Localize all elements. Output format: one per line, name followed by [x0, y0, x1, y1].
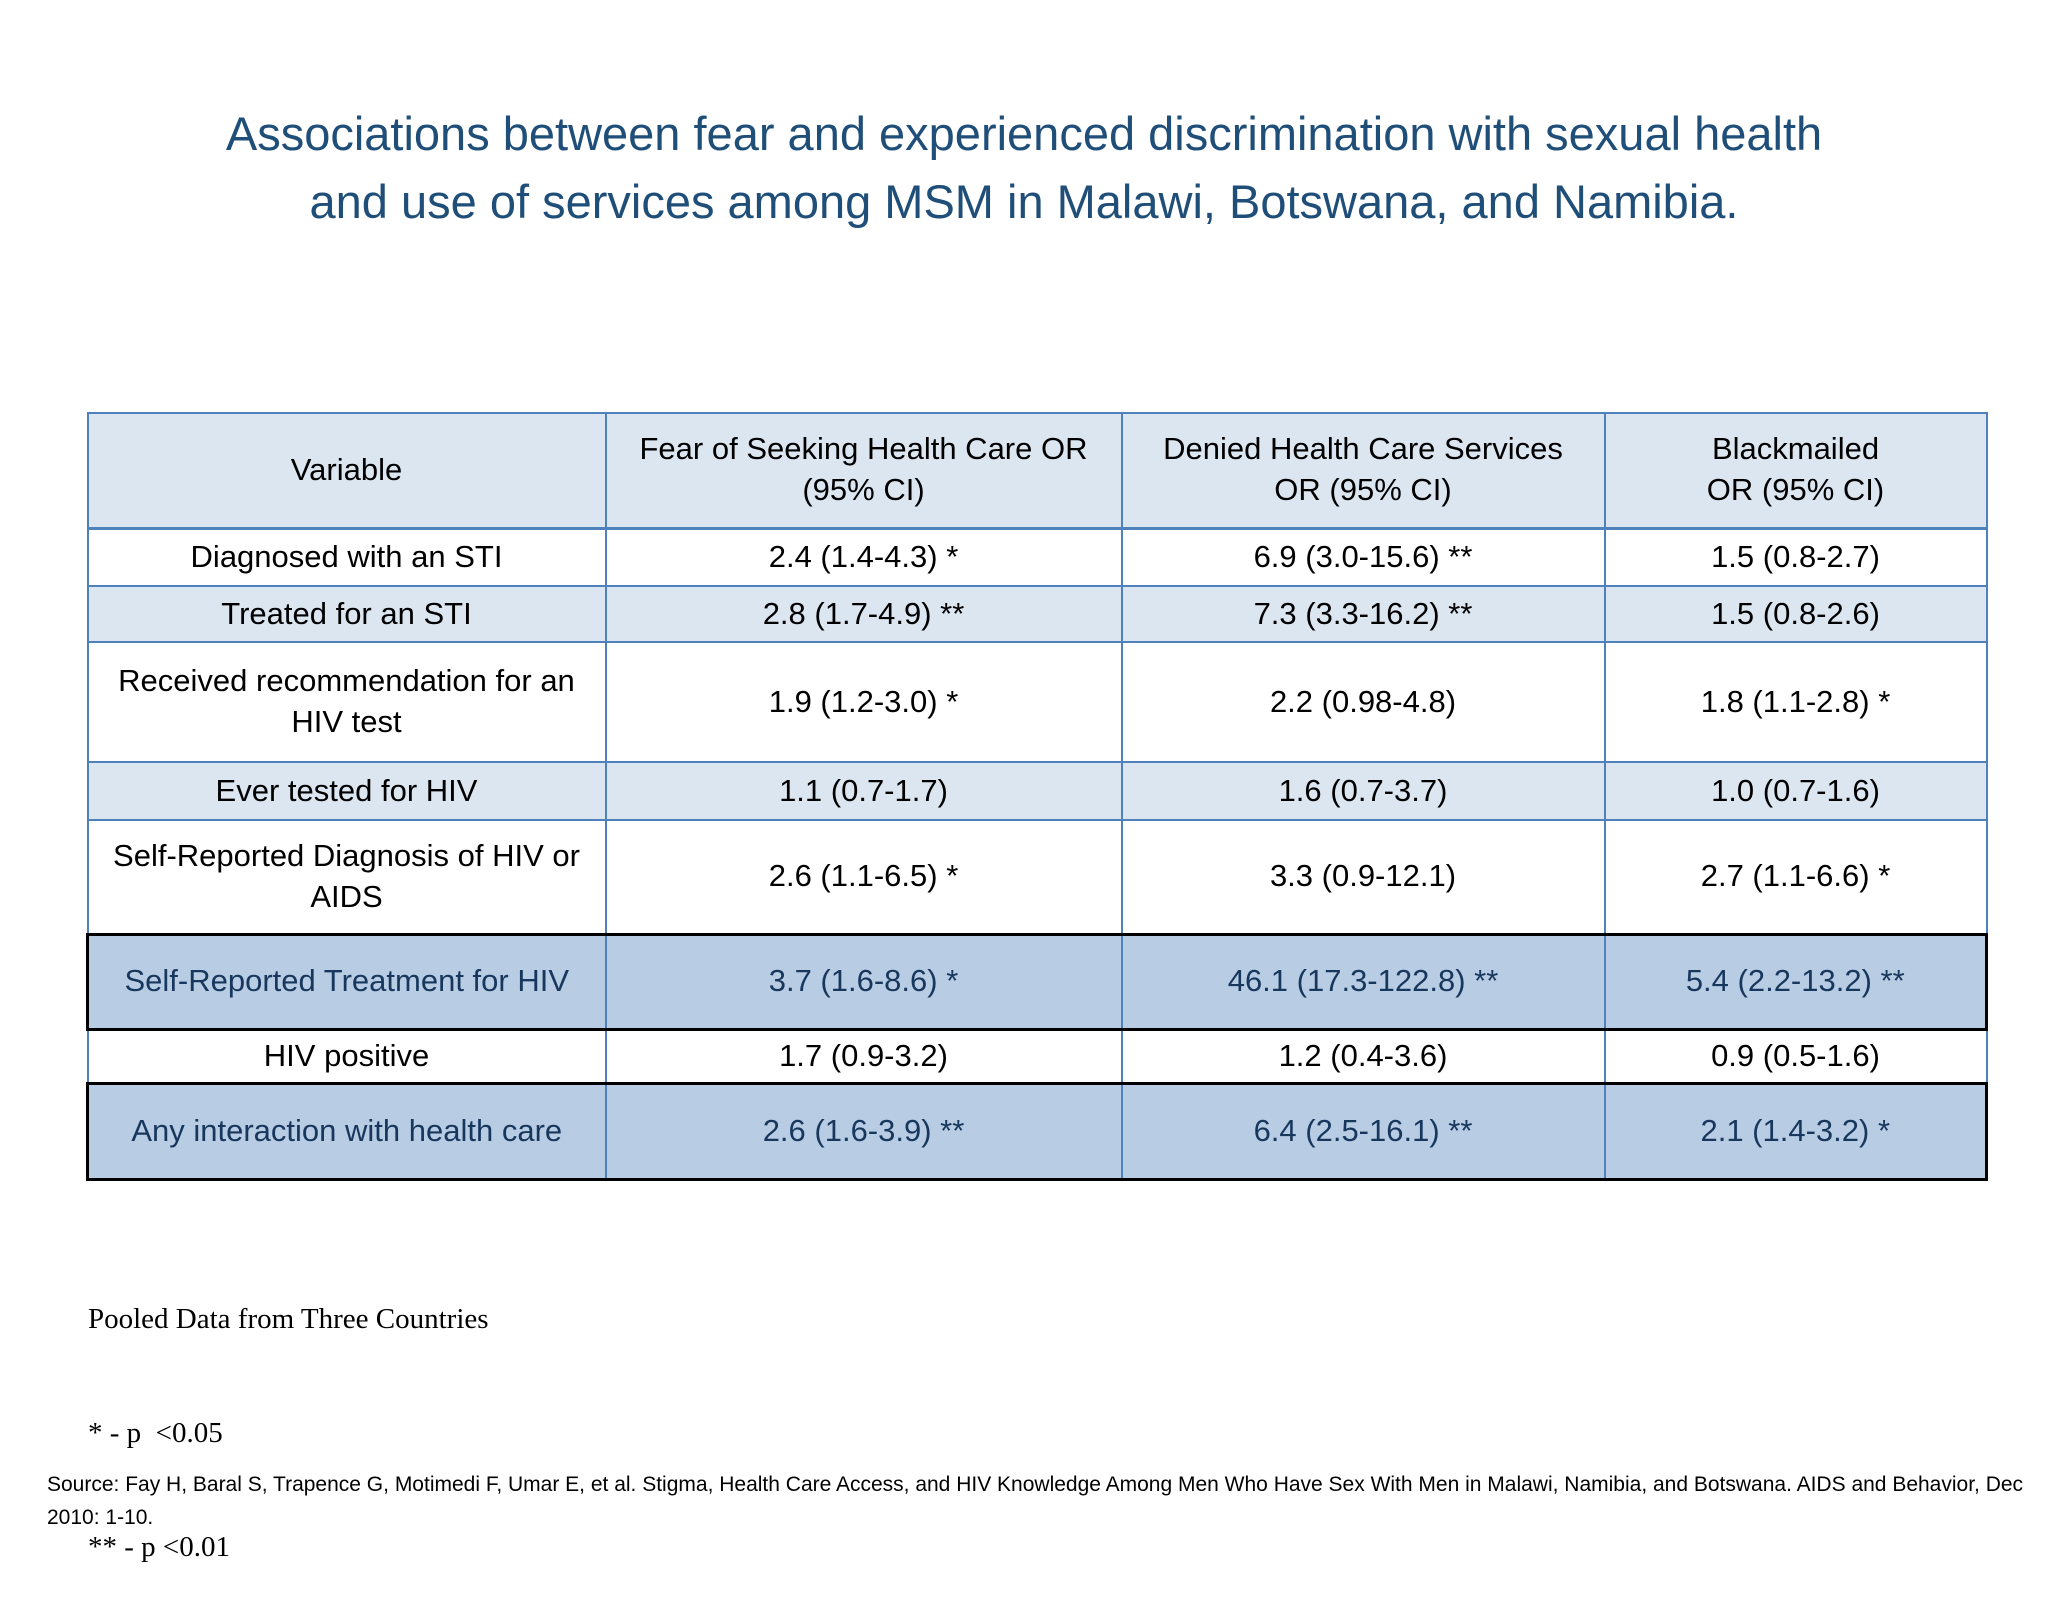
cell-denied-or: 3.3 (0.9-12.1) [1120, 819, 1606, 935]
cell-variable: Diagnosed with an STI [86, 527, 607, 587]
cell-variable: Ever tested for HIV [86, 761, 607, 821]
table-row-treated-sti: Treated for an STI 2.8 (1.7-4.9) ** 7.3 … [86, 585, 1988, 643]
cell-fear-or: 2.8 (1.7-4.9) ** [604, 585, 1123, 643]
column-header-denied-label: Denied Health Care Services OR (95% CI) [1163, 431, 1563, 508]
footnote-p05: * - p <0.05 [88, 1417, 223, 1449]
cell-blackmailed-or: 1.5 (0.8-2.6) [1603, 585, 1988, 643]
table-row-hiv-test-recommendation: Received recommendation for an HIV test … [86, 641, 1988, 763]
table-row-self-reported-treatment-highlighted: Self-Reported Treatment for HIV 3.7 (1.6… [86, 932, 1988, 1031]
table-header-row: Variable Fear of Seeking Health Care OR … [86, 412, 1988, 530]
page-title-line1: Associations between fear and experience… [225, 107, 1823, 160]
cell-blackmailed-or: 2.7 (1.1-6.6) * [1603, 819, 1988, 935]
cell-denied-or: 1.6 (0.7-3.7) [1120, 761, 1606, 821]
cell-variable: Treated for an STI [86, 585, 607, 643]
cell-denied-or: 6.9 (3.0-15.6) ** [1120, 527, 1606, 587]
column-header-variable: Variable [86, 412, 607, 530]
cell-denied-or: 6.4 (2.5-16.1) ** [1120, 1081, 1606, 1181]
table-row-hiv-positive: HIV positive 1.7 (0.9-3.2) 1.2 (0.4-3.6)… [86, 1028, 1988, 1084]
cell-denied-or: 7.3 (3.3-16.2) ** [1120, 585, 1606, 643]
cell-variable: Self-Reported Diagnosis of HIV or AIDS [86, 819, 607, 935]
cell-fear-or: 1.1 (0.7-1.7) [604, 761, 1123, 821]
cell-fear-or: 3.7 (1.6-8.6) * [604, 932, 1123, 1031]
cell-variable: Any interaction with health care [86, 1081, 607, 1181]
table-row-any-interaction-highlighted: Any interaction with health care 2.6 (1.… [86, 1081, 1988, 1181]
cell-variable: Received recommendation for an HIV test [86, 641, 607, 763]
column-header-denied: Denied Health Care Services OR (95% CI) [1120, 412, 1606, 530]
results-table: Variable Fear of Seeking Health Care OR … [86, 412, 1988, 1181]
cell-fear-or: 2.6 (1.6-3.9) ** [604, 1081, 1123, 1181]
cell-blackmailed-or: 2.1 (1.4-3.2) * [1603, 1081, 1988, 1181]
cell-fear-or: 1.7 (0.9-3.2) [604, 1028, 1123, 1084]
cell-blackmailed-or: 1.8 (1.1-2.8) * [1603, 641, 1988, 763]
cell-blackmailed-or: 1.0 (0.7-1.6) [1603, 761, 1988, 821]
footnotes-block: Pooled Data from Three Countries * - p <… [88, 1224, 489, 1604]
cell-variable: Self-Reported Treatment for HIV [86, 932, 607, 1031]
table-row-self-reported-diagnosis: Self-Reported Diagnosis of HIV or AIDS 2… [86, 819, 1988, 935]
source-citation: Source: Fay H, Baral S, Trapence G, Moti… [47, 1473, 2024, 1529]
page-title: Associations between fear and experience… [0, 100, 2048, 236]
cell-variable: HIV positive [86, 1028, 607, 1084]
footnote-pooled-data: Pooled Data from Three Countries [88, 1303, 489, 1335]
column-header-fear-label: Fear of Seeking Health Care OR (95% CI) [639, 431, 1088, 508]
cell-fear-or: 2.4 (1.4-4.3) * [604, 527, 1123, 587]
page-title-line2: and use of services among MSM in Malawi,… [309, 175, 1739, 228]
cell-denied-or: 46.1 (17.3-122.8) ** [1120, 932, 1606, 1031]
cell-fear-or: 1.9 (1.2-3.0) * [604, 641, 1123, 763]
table-row-ever-tested-hiv: Ever tested for HIV 1.1 (0.7-1.7) 1.6 (0… [86, 761, 1988, 821]
column-header-blackmailed-label: Blackmailed OR (95% CI) [1706, 431, 1885, 508]
cell-denied-or: 2.2 (0.98-4.8) [1120, 641, 1606, 763]
cell-denied-or: 1.2 (0.4-3.6) [1120, 1028, 1606, 1084]
cell-blackmailed-or: 5.4 (2.2-13.2) ** [1603, 932, 1988, 1031]
cell-fear-or: 2.6 (1.1-6.5) * [604, 819, 1123, 935]
column-header-fear: Fear of Seeking Health Care OR (95% CI) [604, 412, 1123, 530]
cell-blackmailed-or: 0.9 (0.5-1.6) [1603, 1028, 1988, 1084]
table-row-diagnosed-sti: Diagnosed with an STI 2.4 (1.4-4.3) * 6.… [86, 527, 1988, 587]
column-header-blackmailed: Blackmailed OR (95% CI) [1603, 412, 1988, 530]
cell-blackmailed-or: 1.5 (0.8-2.7) [1603, 527, 1988, 587]
